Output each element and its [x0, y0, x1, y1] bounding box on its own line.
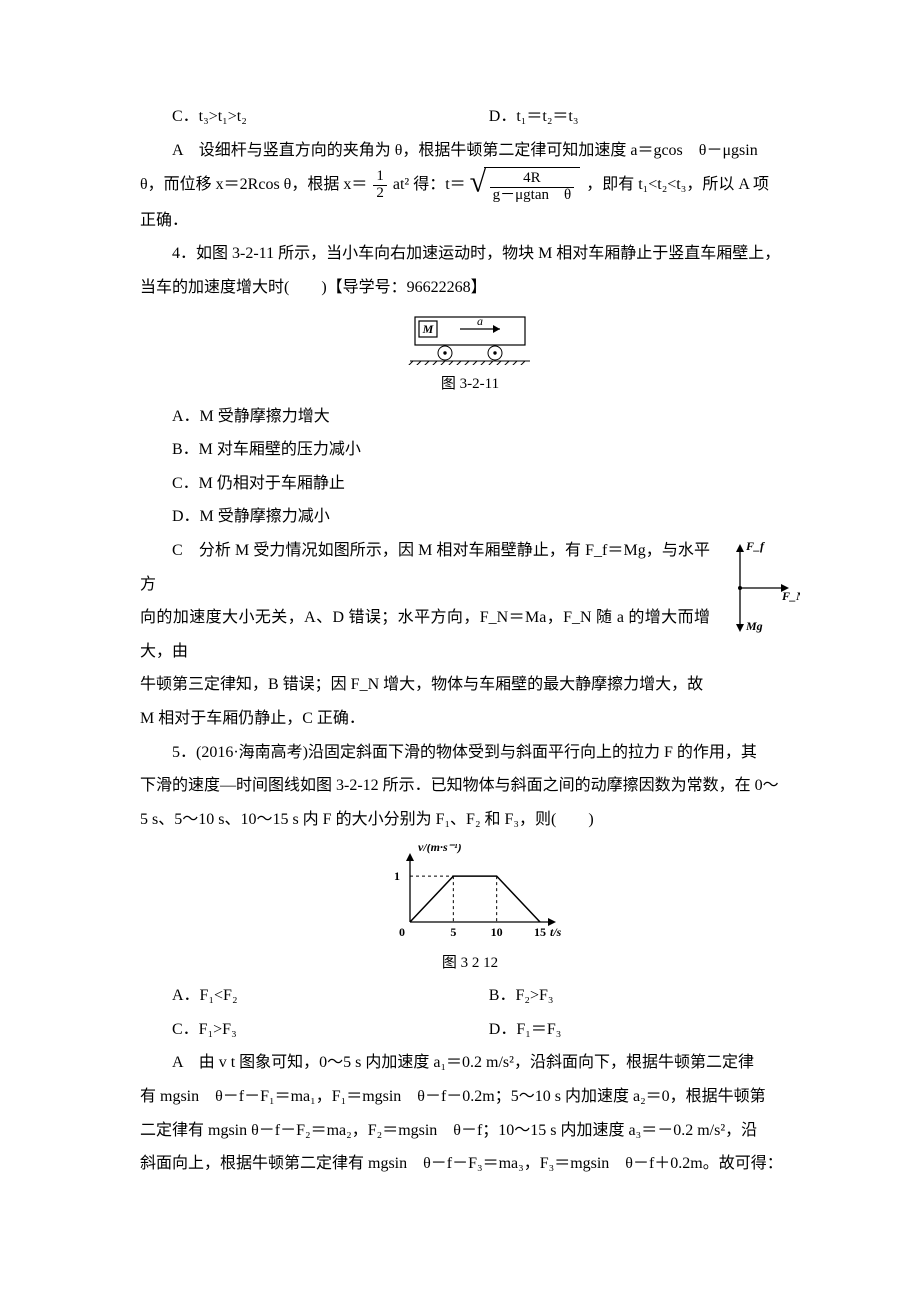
q5-opt-d: D．F₁＝F₃ [489, 1013, 832, 1047]
q4-explanation: C 分析 M 受力情况如图所示，因 M 相对车厢壁静止，有 F_f＝Mg，与水平… [140, 534, 800, 601]
sqrt-inner: 4R g－μgtan θ [484, 167, 581, 204]
sqrt-expr: 4R g－μgtan θ [472, 167, 581, 204]
q5-opt-b: B．F₂>F₃ [489, 979, 832, 1013]
q5-chart: 1051015v/(m·s⁻¹)t/s [140, 844, 800, 949]
sqrt-num: 4R [490, 171, 575, 188]
svg-text:5: 5 [450, 925, 456, 939]
q5-answer-letter: A [172, 1054, 183, 1071]
q3-opt-c: C．t₃>t₁>t₂ [140, 100, 489, 134]
q5-opt-a: A．F₁<F₂ [140, 979, 489, 1013]
q4-opt-a: A．M 受静摩擦力增大 [140, 400, 800, 434]
q5-expl3: 二定律有 mgsin θ－f－F₂＝ma₂，F₂＝mgsin θ－f；10～15… [140, 1114, 800, 1148]
q4-opt-c: C．M 仍相对于车厢静止 [140, 467, 800, 501]
q5-stem2: 下滑的速度—时间图线如图 3-2-12 所示．已知物体与斜面之间的动摩擦因数为常… [140, 769, 800, 803]
svg-text:10: 10 [491, 925, 503, 939]
sqrt-fraction: 4R g－μgtan θ [490, 171, 575, 204]
q4-opt-b: B．M 对车厢壁的压力减小 [140, 433, 800, 467]
q4-fig-caption: 图 3-2-11 [140, 372, 800, 396]
frac-den: 2 [373, 186, 387, 202]
q4-stem1: 4．如图 3-2-11 所示，当小车向右加速运动时，物块 M 相对车厢静止于竖直… [140, 237, 800, 271]
q4-opt-d: D．M 受静摩擦力减小 [140, 500, 800, 534]
frac-num: 1 [373, 169, 387, 186]
q4-expl1: 分析 M 受力情况如图所示，因 M 相对车厢壁静止，有 F_f＝Mg，与水平方 [140, 542, 710, 593]
force-ff-label: F_f [745, 539, 765, 553]
q4-expl4: M 相对于车厢仍静止，C 正确． [140, 702, 800, 736]
page: C．t₃>t₁>t₂ D．t₁＝t₂＝t₃ A 设细杆与竖直方向的夹角为 θ，根… [0, 0, 920, 1302]
cart-diagram-icon: M a [405, 313, 535, 365]
svg-text:t/s: t/s [550, 925, 562, 939]
fraction-half: 1 2 [373, 169, 387, 202]
q5-fig-caption: 图 3 2 12 [140, 951, 800, 975]
q4-expl2: 向的加速度大小无关，A、D 错误；水平方向，F_N＝Ma，F_N 随 a 的增大… [140, 601, 800, 668]
q5-options-cd: C．F₁>F₃ D．F₁＝F₃ [140, 1013, 800, 1047]
q4-figure: M a [140, 313, 800, 370]
q5-expl1: 由 v t 图象可知，0～5 s 内加速度 a₁＝0.2 m/s²，沿斜面向下，… [199, 1054, 754, 1071]
cart-accel-label: a [477, 314, 483, 328]
svg-text:v/(m·s⁻¹): v/(m·s⁻¹) [418, 844, 462, 854]
sqrt-den: g－μgtan θ [490, 188, 575, 204]
svg-text:1: 1 [394, 869, 400, 883]
cart-block-label: M [422, 322, 434, 336]
force-fn-label: F_N [781, 589, 800, 603]
q4-stem2: 当车的加速度增大时( )【导学号：96622268】 [140, 271, 800, 305]
svg-text:15: 15 [534, 925, 546, 939]
force-mg-label: Mg [745, 619, 763, 633]
q5-stem3: 5 s、5～10 s、10～15 s 内 F 的大小分别为 F₁、F₂ 和 F₃… [140, 803, 800, 837]
q3-expl-l2c: ，即有 t₁<t₂<t₃，所以 A 项 [586, 176, 769, 193]
q5-expl2: 有 mgsin θ－f－F₁＝ma₁，F₁＝mgsin θ－f－0.2m；5～1… [140, 1080, 800, 1114]
q5-expl4: 斜面向上，根据牛顿第二定律有 mgsin θ－f－F₃＝ma₃，F₃＝mgsin… [140, 1147, 800, 1181]
vt-chart-icon: 1051015v/(m·s⁻¹)t/s [375, 844, 565, 944]
q3-opt-d: D．t₁＝t₂＝t₃ [489, 100, 832, 134]
q3-expl-line2: θ，而位移 x＝2Rcos θ，根据 x＝ 1 2 at² 得：t＝ 4R g－… [140, 167, 800, 204]
svg-text:0: 0 [399, 925, 405, 939]
force-diagram: F_f F_N Mg [720, 538, 800, 643]
q4-expl3: 牛顿第三定律知，B 错误；因 F_N 增大，物体与车厢壁的最大静摩擦力增大，故 [140, 668, 800, 702]
q5-options-ab: A．F₁<F₂ B．F₂>F₃ [140, 979, 800, 1013]
force-diagram-icon: F_f F_N Mg [720, 538, 800, 638]
q5-stem1: 5．(2016·海南高考)沿固定斜面下滑的物体受到与斜面平行向上的拉力 F 的作… [140, 736, 800, 770]
q3-answer-letter: A [172, 142, 183, 159]
q3-expl-l2a: θ，而位移 x＝2Rcos θ，根据 x＝ [140, 176, 367, 193]
q5-opt-c: C．F₁>F₃ [140, 1013, 489, 1047]
q3-expl-l2b: at² 得：t＝ [393, 176, 466, 193]
q3-options-cd: C．t₃>t₁>t₂ D．t₁＝t₂＝t₃ [140, 100, 800, 134]
q5-explanation: A 由 v t 图象可知，0～5 s 内加速度 a₁＝0.2 m/s²，沿斜面向… [140, 1046, 800, 1080]
q4-answer-letter: C [172, 542, 183, 559]
